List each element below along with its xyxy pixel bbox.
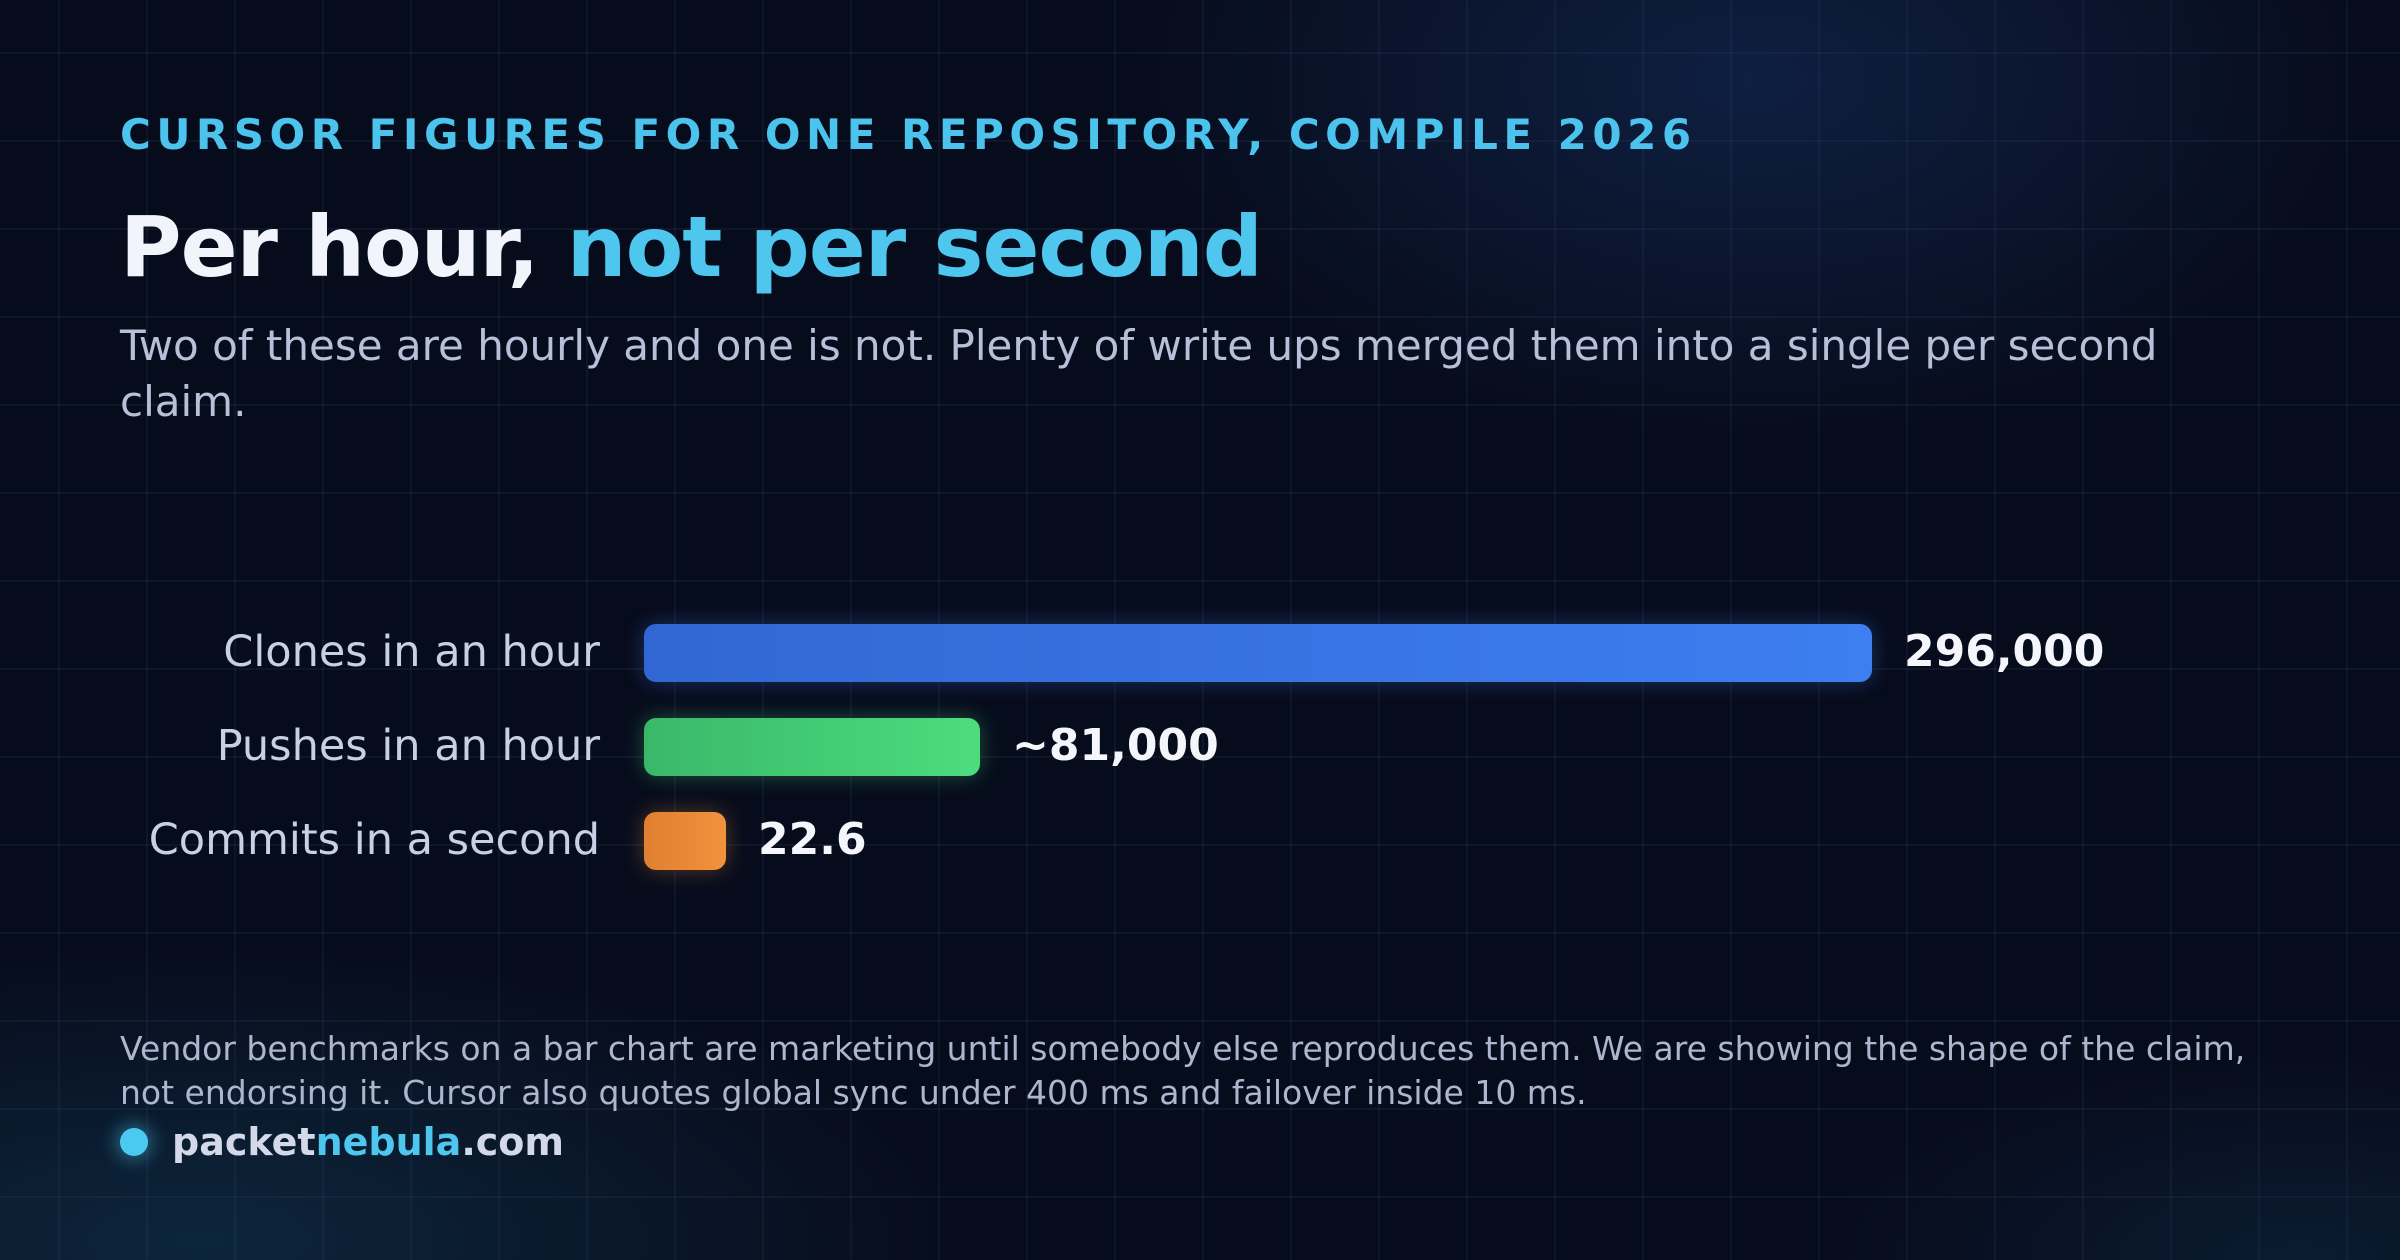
bar-category-label: Pushes in an hour [216,721,600,771]
bar-row: Pushes in an hour ~81,000 [0,706,2400,786]
subtitle: Two of these are hourly and one is not. … [120,321,2158,426]
title-accent: not per second [566,198,1263,296]
bar-chart: Clones in an hour 296,000 Pushes in an hou… [0,580,2400,900]
bar-category-label: Clones in an hour [223,627,600,677]
page-title: Per hour, not per second [120,198,1263,296]
brand-name: packetnebula.com [172,1120,564,1164]
bar-value-label: 296,000 [1904,626,2105,677]
bar [644,718,981,776]
bar-value-label: 22.6 [758,814,867,865]
bar-value-label: ~81,000 [1012,720,1219,771]
eyebrow-heading: CURSOR FIGURES FOR ONE REPOSITORY, COMPI… [120,110,1697,159]
bar [644,812,726,870]
title-main: Per hour, [120,198,540,296]
brand-dot-icon [120,1128,148,1156]
bar-row: Clones in an hour 296,000 [0,612,2400,692]
bar-row: Commits in a second 22.6 [0,800,2400,880]
brand-name-suffix: .com [461,1120,564,1164]
brand-name-prefix: packet [172,1120,316,1164]
bar [644,624,1872,682]
brand-link[interactable]: packetnebula.com [120,1117,564,1167]
footnote: Vendor benchmarks on a bar chart are mar… [120,1029,2246,1112]
bar-category-label: Commits in a second [148,815,600,865]
brand-name-highlight: nebula [315,1120,462,1164]
